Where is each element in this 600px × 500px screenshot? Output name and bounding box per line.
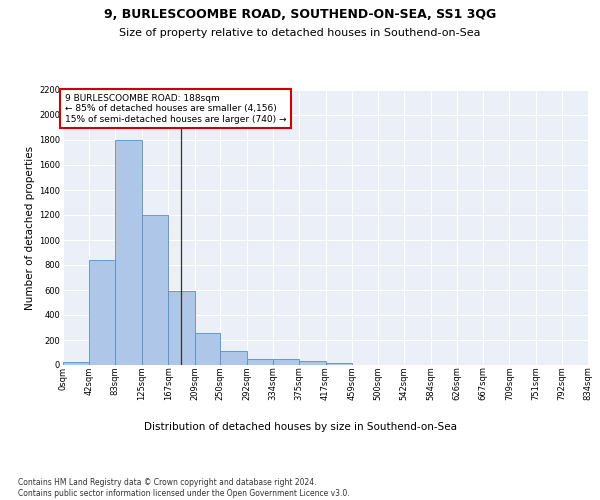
Text: 9 BURLESCOOMBE ROAD: 188sqm
← 85% of detached houses are smaller (4,156)
15% of : 9 BURLESCOOMBE ROAD: 188sqm ← 85% of det… [65,94,286,124]
Bar [194,332,220,365]
Bar [220,350,247,365]
Bar [89,260,115,365]
Bar [273,359,299,365]
Text: Size of property relative to detached houses in Southend-on-Sea: Size of property relative to detached ho… [119,28,481,38]
Bar [299,361,325,365]
Text: 9, BURLESCOOMBE ROAD, SOUTHEND-ON-SEA, SS1 3QG: 9, BURLESCOOMBE ROAD, SOUTHEND-ON-SEA, S… [104,8,496,20]
Bar [63,362,89,365]
Bar [168,291,194,365]
Bar [247,359,273,365]
Text: Contains HM Land Registry data © Crown copyright and database right 2024.
Contai: Contains HM Land Registry data © Crown c… [18,478,350,498]
Bar [142,215,168,365]
Bar [325,362,352,365]
Text: Distribution of detached houses by size in Southend-on-Sea: Distribution of detached houses by size … [143,422,457,432]
Y-axis label: Number of detached properties: Number of detached properties [25,146,35,310]
Bar [115,140,142,365]
